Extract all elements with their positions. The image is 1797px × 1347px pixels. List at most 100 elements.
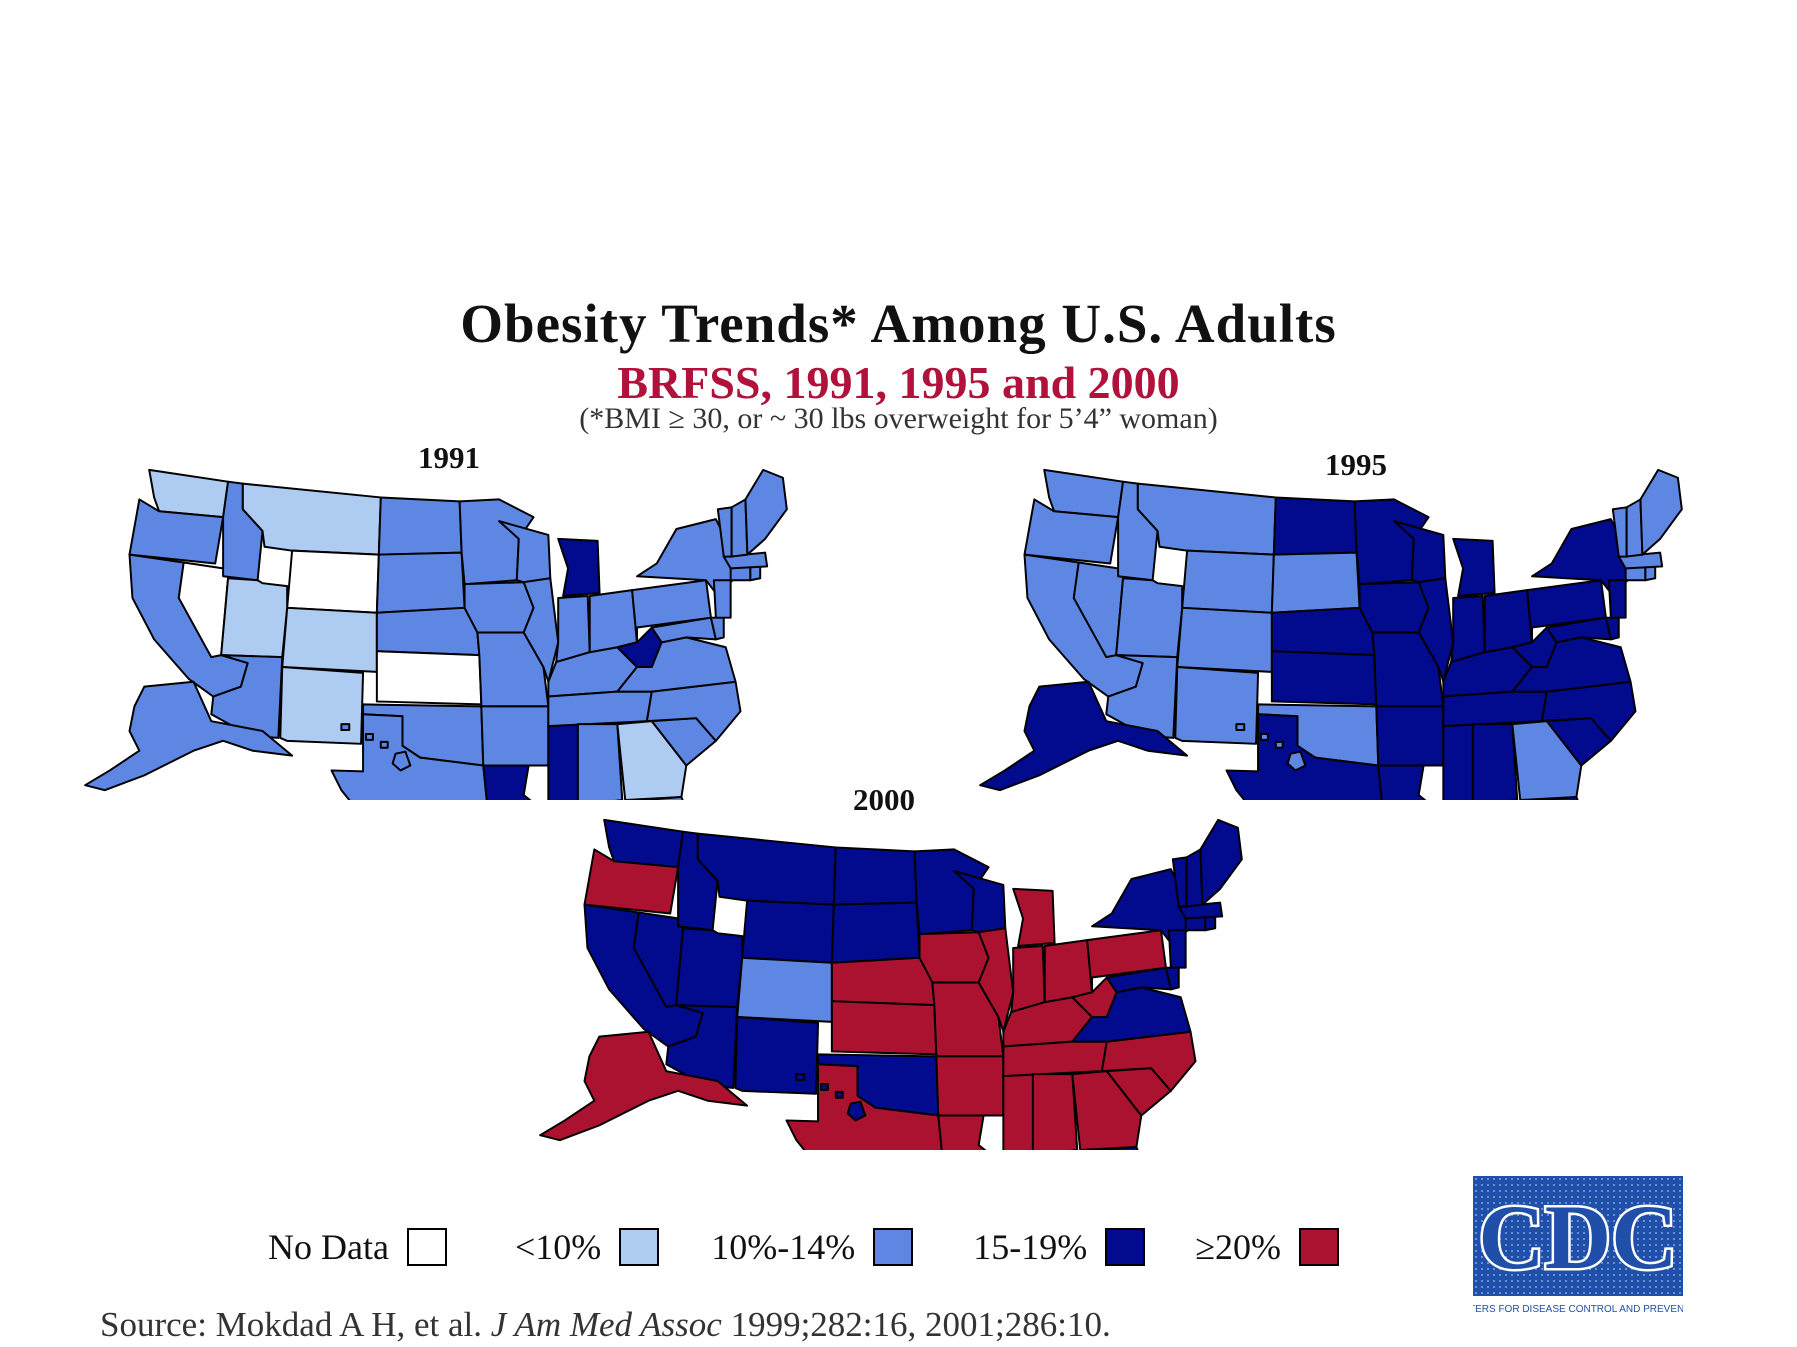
state-ne (830, 956, 936, 1007)
state-mt (696, 832, 837, 906)
state-ms (1442, 723, 1474, 800)
state-wy (741, 899, 835, 964)
state-nd (377, 496, 463, 556)
legend-swatch-10-14 (873, 1228, 914, 1266)
state-hi-0 (1235, 723, 1246, 732)
state-pa (1086, 929, 1167, 994)
state-ak (979, 680, 1189, 792)
state-nj (712, 579, 732, 619)
state-hi-2 (1274, 740, 1284, 749)
legend-label-ge20: ≥20% (1195, 1227, 1281, 1267)
state-al (1031, 1073, 1079, 1150)
state-md (650, 616, 717, 644)
state-il (977, 927, 1015, 1033)
state-mi (1012, 887, 1056, 947)
legend-swatch-lt10 (619, 1228, 660, 1266)
page-subtitle: BRFSS, 1991, 1995 and 2000 (617, 357, 1180, 408)
cdc-logo-caption: CENTERS FOR DISEASE CONTROL AND PREVENTI… (1473, 1304, 1683, 1315)
state-ne (375, 606, 481, 657)
state-in (555, 595, 591, 664)
state-mi (557, 537, 601, 597)
state-wa (148, 468, 230, 519)
state-hi-3 (846, 1100, 867, 1122)
state-hi-1 (820, 1082, 829, 1091)
state-ks (375, 650, 483, 706)
legend-label-15-19: 15-19% (973, 1227, 1088, 1267)
state-nj (1607, 579, 1627, 619)
state-nd (1272, 496, 1358, 556)
year-label-1991: 1991 (418, 440, 480, 475)
state-ri (1644, 565, 1657, 582)
state-ms (547, 723, 579, 800)
state-ia (463, 581, 535, 634)
cdc-logo-text: CDC (1478, 1186, 1677, 1288)
map-2000 (530, 810, 1250, 1150)
year-label-2000: 2000 (853, 782, 915, 817)
state-la (937, 1114, 987, 1150)
state-oh (1483, 589, 1534, 654)
state-ri (749, 565, 762, 582)
map-1991 (75, 460, 795, 800)
legend-swatch-ge20 (1298, 1228, 1339, 1266)
state-ut (220, 577, 289, 659)
state-tn (1002, 1040, 1108, 1078)
cdc-logo: CDC CENTERS FOR DISEASE CONTROL AND PREV… (1448, 1176, 1708, 1324)
state-ia (1358, 581, 1430, 634)
legend-label-lt10: <10% (514, 1227, 602, 1267)
state-va (616, 636, 737, 693)
source-prefix: Source: Mokdad A H, et al. (100, 1305, 491, 1344)
source-citation: Source: Mokdad A H, et al. J Am Med Asso… (100, 1305, 1111, 1345)
us-map-svg-1995 (979, 468, 1683, 800)
state-pa (1526, 579, 1607, 644)
state-mt (1136, 482, 1277, 556)
state-ia (918, 931, 990, 984)
state-co (1176, 606, 1273, 673)
state-hi-3 (1286, 750, 1307, 772)
us-map-svg-2000 (539, 818, 1243, 1150)
state-hi-0 (795, 1073, 806, 1082)
state-ms (1002, 1073, 1034, 1150)
state-sd (375, 551, 466, 614)
state-hi-2 (834, 1090, 844, 1099)
us-map-svg-1991 (84, 468, 788, 800)
state-ar (935, 1055, 1005, 1117)
state-oh (588, 589, 639, 654)
state-il (522, 577, 560, 683)
state-or (583, 848, 680, 915)
state-fl (1087, 1146, 1139, 1150)
state-me (1639, 468, 1683, 556)
state-in (1010, 945, 1046, 1014)
state-me (1199, 818, 1243, 906)
state-pa (631, 579, 712, 644)
state-ak (84, 680, 294, 792)
state-ar (1375, 705, 1445, 767)
state-la (482, 764, 532, 800)
state-nm (279, 665, 365, 745)
state-ut (675, 927, 744, 1009)
state-ks (1270, 650, 1378, 706)
state-or (1023, 498, 1120, 565)
source-suffix: 1999;282:16, 2001;286:10. (721, 1305, 1111, 1344)
state-nm (734, 1015, 820, 1095)
state-ak (539, 1030, 749, 1142)
state-al (576, 723, 624, 800)
state-ks (830, 1000, 938, 1056)
state-wy (1181, 549, 1275, 614)
state-fl (1527, 796, 1579, 800)
state-tn (547, 690, 653, 728)
state-me (744, 468, 788, 556)
legend-label-no-data: No Data (268, 1227, 389, 1267)
state-ar (480, 705, 550, 767)
state-nm (1174, 665, 1260, 745)
state-hi-3 (391, 750, 412, 772)
state-or (128, 498, 225, 565)
state-hi-1 (365, 732, 374, 741)
page-title: Obesity Trends* Among U.S. Adults (460, 293, 1337, 354)
state-hi-0 (340, 723, 351, 732)
state-wy (286, 549, 380, 614)
state-wa (603, 818, 685, 869)
map-1995 (970, 460, 1690, 800)
state-sd (1270, 551, 1361, 614)
state-co (281, 606, 378, 673)
state-mi (1452, 537, 1496, 597)
